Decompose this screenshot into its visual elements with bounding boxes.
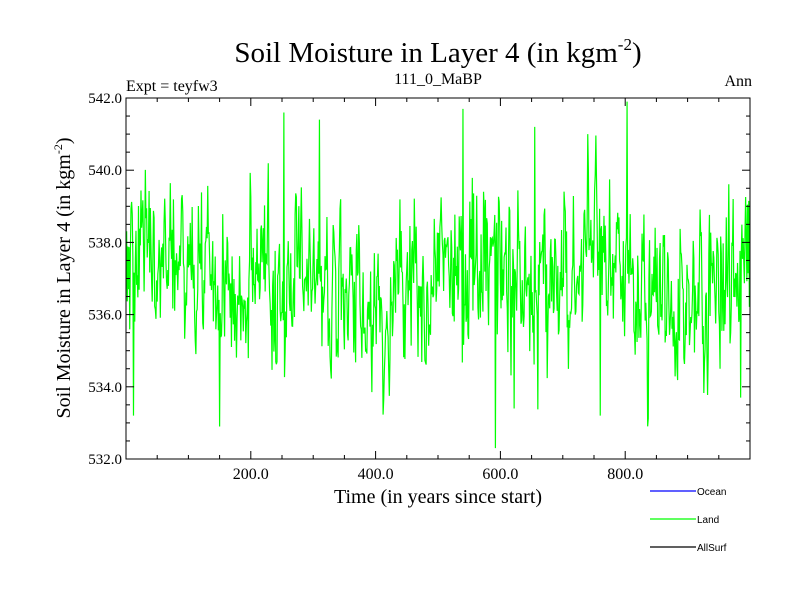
x-tick-label: 600.0 — [482, 466, 518, 483]
legend-label-ocean: Ocean — [697, 487, 726, 498]
y-tick-label: 532.0 — [88, 452, 122, 468]
y-tick-label: 534.0 — [88, 380, 122, 396]
legend-label-allsurf: AllSurf — [697, 543, 727, 554]
chart-title-end: ) — [632, 37, 642, 69]
y-tick-label: 538.0 — [88, 235, 122, 251]
legend: Ocean Land AllSurf — [650, 487, 727, 554]
axis-ticks: 200.0 400.0 600.0 800.0 532.0 534.0 536.0 538.0… — [88, 91, 750, 483]
header-right: Ann — [724, 73, 752, 90]
series-line-land — [126, 101, 750, 449]
x-tick-label: 800.0 — [607, 466, 643, 483]
header-left: Expt = teyfw3 — [126, 78, 218, 95]
chart-title-sup: -2 — [618, 35, 632, 54]
x-tick-label: 200.0 — [233, 466, 269, 483]
chart-title-main: Soil Moisture in Layer 4 (in kgm — [234, 37, 618, 69]
header-center: 111_0_MaBP — [394, 71, 482, 88]
x-axis-label: Time (in years since start) — [334, 486, 542, 508]
y-tick-label: 540.0 — [88, 163, 122, 179]
y-axis-label-end: ) — [53, 137, 75, 144]
y-tick-label: 536.0 — [88, 308, 122, 324]
y-axis-label: Soil Moisture in Layer 4 (in kgm-2) — [51, 137, 75, 418]
legend-label-land: Land — [697, 515, 719, 526]
chart-title: Soil Moisture in Layer 4 (in kgm-2) — [234, 35, 641, 69]
y-axis-label-sup: -2 — [51, 144, 65, 154]
x-tick-label: 400.0 — [358, 466, 394, 483]
y-axis-label-main: Soil Moisture in Layer 4 (in kgm — [53, 154, 75, 419]
y-tick-label: 542.0 — [88, 91, 122, 107]
